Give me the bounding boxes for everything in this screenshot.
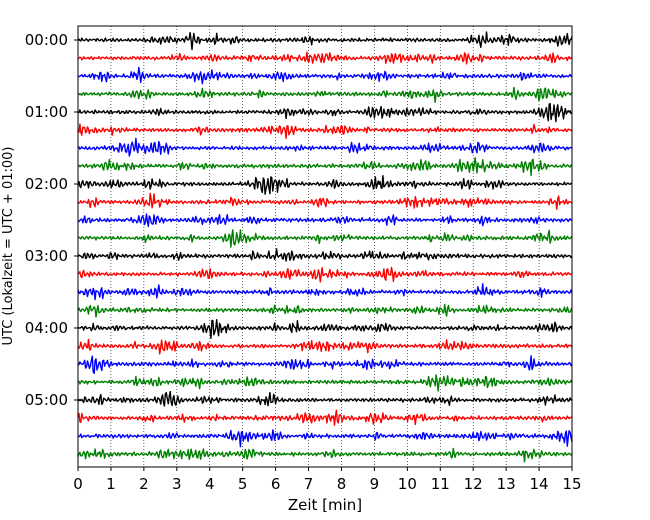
seismogram-trace <box>77 102 573 123</box>
x-tick-label: 15 <box>562 475 581 493</box>
plot-frame <box>77 25 573 468</box>
x-tick-label: 8 <box>337 475 347 493</box>
seismogram-trace <box>77 319 573 339</box>
seismogram-trace <box>77 213 573 228</box>
seismogram-trace <box>77 86 573 104</box>
x-tick-label: 11 <box>431 475 450 493</box>
x-tick-label: 1 <box>106 475 116 493</box>
seismogram-trace <box>77 248 573 262</box>
y-tick-label: 00:00 <box>25 31 68 49</box>
x-axis-label: Zeit [min] <box>288 496 362 514</box>
seismogram-trace <box>77 355 573 375</box>
seismogram-trace <box>77 31 573 51</box>
seismogram-trace <box>77 409 573 426</box>
x-axis-ticks: 0 1 2 3 4 5 6 7 8 9 10 11 12 13 14 15 <box>73 467 582 493</box>
seismogram-trace <box>77 51 573 65</box>
seismogram-trace <box>77 157 573 177</box>
seismogram-trace <box>77 174 573 195</box>
y-axis-ticks: 00:00 01:00 02:00 03:00 04:00 05:00 <box>25 31 78 409</box>
seismogram-trace <box>77 303 573 318</box>
y-tick-label: 05:00 <box>25 391 68 409</box>
seismogram-trace <box>77 192 573 210</box>
x-tick-label: 10 <box>398 475 417 493</box>
seismogram-trace <box>77 283 573 301</box>
x-tick-label: 4 <box>205 475 215 493</box>
y-tick-label: 03:00 <box>25 247 68 265</box>
x-tick-label: 13 <box>497 475 516 493</box>
x-tick-label: 6 <box>271 475 281 493</box>
x-tick-label: 0 <box>73 475 83 493</box>
x-tick-label: 12 <box>464 475 483 493</box>
x-tick-label: 9 <box>370 475 380 493</box>
seismogram-trace <box>77 374 573 392</box>
seismogram-trace <box>77 338 573 355</box>
seismogram-trace <box>77 429 573 448</box>
y-axis-label: UTC (Lokalzeit = UTC + 01:00) <box>1 147 16 346</box>
x-tick-label: 7 <box>304 475 314 493</box>
plot-background <box>78 26 572 467</box>
seismogram-trace <box>77 66 573 85</box>
x-tick-label: 2 <box>139 475 149 493</box>
y-tick-label: 01:00 <box>25 103 68 121</box>
seismogram-trace <box>77 123 573 140</box>
x-tick-label: 3 <box>172 475 182 493</box>
y-tick-label: 04:00 <box>25 319 68 337</box>
y-tick-label: 02:00 <box>25 175 68 193</box>
seismogram-trace <box>77 266 573 283</box>
seismogram-trace <box>77 137 573 157</box>
seismogram-trace <box>77 229 573 248</box>
seismogram-trace <box>77 390 573 407</box>
trace-group <box>77 31 573 463</box>
x-tick-label: 14 <box>530 475 549 493</box>
seismogram-trace <box>77 447 573 463</box>
x-tick-label: 5 <box>238 475 248 493</box>
